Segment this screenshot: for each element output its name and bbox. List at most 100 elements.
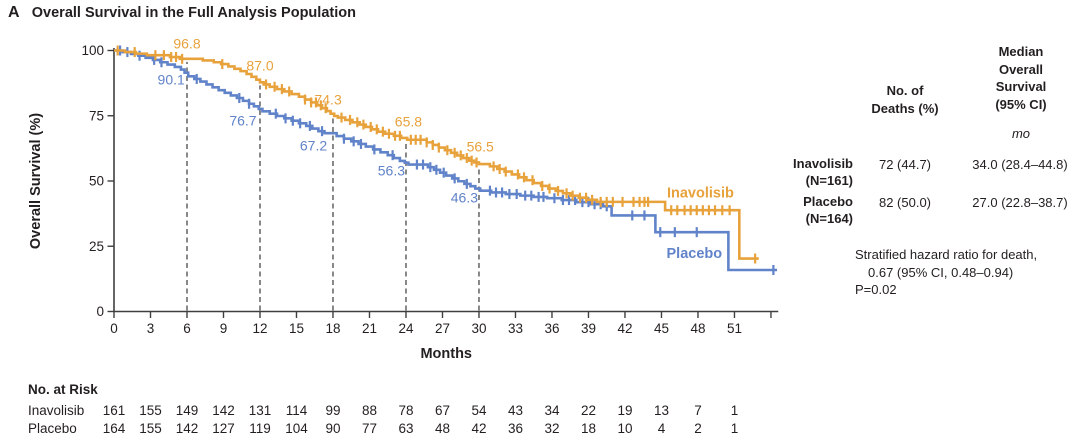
risk-value-placebo-m3: 155 bbox=[139, 421, 162, 436]
x-tick-label-51: 51 bbox=[727, 321, 742, 336]
survival-annotation-inavolisib-74.3: 74.3 bbox=[314, 92, 341, 108]
curve-label-inavolisib: Inavolisib bbox=[667, 186, 734, 202]
y-axis-label: Overall Survival (%) bbox=[28, 113, 44, 249]
risk-value-inavolisib-m51: 1 bbox=[731, 403, 739, 418]
x-tick-label-39: 39 bbox=[581, 321, 596, 336]
risk-value-inavolisib-m39: 22 bbox=[581, 403, 596, 418]
stats-group-inavolisib: Inavolisib (N=161) bbox=[758, 155, 853, 189]
risk-value-inavolisib-m21: 88 bbox=[362, 403, 377, 418]
median-value-inavolisib: 34.0 (28.4–44.8) bbox=[972, 157, 1068, 172]
panel-letter: A bbox=[8, 4, 20, 21]
y-tick-label-50: 50 bbox=[89, 174, 104, 189]
survival-annotation-placebo-76.7: 76.7 bbox=[229, 112, 256, 128]
hazard-line3: P=0.02 bbox=[855, 282, 897, 297]
hazard-ratio-note: Stratified hazard ratio for death, 0.67 … bbox=[855, 246, 1080, 299]
y-tick-label-100: 100 bbox=[81, 43, 104, 58]
risk-value-inavolisib-m18: 99 bbox=[325, 403, 340, 418]
median-column-header: Median Overall Survival (95% CI) bbox=[963, 43, 1079, 113]
x-tick-label-33: 33 bbox=[508, 321, 523, 336]
x-axis-label: Months bbox=[420, 346, 472, 362]
survival-annotation-placebo-90.1: 90.1 bbox=[158, 71, 185, 87]
km-curve-inavolisib bbox=[114, 49, 759, 260]
months-unit-label: mo bbox=[1011, 126, 1031, 141]
group-n-placebo: (N=164) bbox=[805, 211, 853, 226]
risk-value-placebo-m45: 4 bbox=[658, 421, 666, 436]
risk-table-title: No. at Risk bbox=[28, 382, 98, 397]
x-tick-label-42: 42 bbox=[617, 321, 632, 336]
risk-value-placebo-m42: 10 bbox=[617, 421, 632, 436]
risk-value-inavolisib-m45: 13 bbox=[654, 403, 669, 418]
x-tick-label-15: 15 bbox=[289, 321, 304, 336]
x-tick-label-0: 0 bbox=[110, 321, 118, 336]
survival-annotation-inavolisib-96.8: 96.8 bbox=[173, 35, 200, 51]
risk-value-placebo-m0: 164 bbox=[103, 421, 126, 436]
risk-value-inavolisib-m15: 114 bbox=[286, 403, 308, 418]
risk-value-inavolisib-m6: 149 bbox=[176, 403, 199, 418]
risk-row-label-placebo: Placebo bbox=[28, 421, 77, 436]
risk-value-placebo-m18: 90 bbox=[325, 421, 340, 436]
risk-value-inavolisib-m9: 142 bbox=[212, 403, 235, 418]
y-tick-label-75: 75 bbox=[89, 108, 104, 123]
risk-value-placebo-m36: 32 bbox=[544, 421, 559, 436]
y-tick-label-0: 0 bbox=[96, 304, 104, 319]
risk-value-placebo-m27: 48 bbox=[435, 421, 450, 436]
survival-annotation-inavolisib-87.0: 87.0 bbox=[246, 57, 273, 73]
median-value-placebo: 27.0 (22.8–38.7) bbox=[972, 195, 1068, 210]
y-tick-label-25: 25 bbox=[89, 239, 104, 254]
x-tick-label-6: 6 bbox=[183, 321, 191, 336]
hazard-line2: 0.67 (95% CI, 0.48–0.94) bbox=[868, 264, 1014, 280]
risk-value-placebo-m30: 42 bbox=[471, 421, 486, 436]
x-tick-label-12: 12 bbox=[252, 321, 267, 336]
risk-value-placebo-m9: 127 bbox=[212, 421, 235, 436]
survival-annotation-inavolisib-56.5: 56.5 bbox=[467, 139, 494, 155]
x-tick-label-36: 36 bbox=[544, 321, 559, 336]
risk-value-inavolisib-m30: 54 bbox=[471, 403, 487, 418]
risk-value-placebo-m51: 1 bbox=[731, 421, 739, 436]
risk-value-placebo-m21: 77 bbox=[362, 421, 377, 436]
survival-annotation-placebo-67.2: 67.2 bbox=[300, 138, 327, 154]
x-tick-label-21: 21 bbox=[362, 321, 377, 336]
risk-value-inavolisib-m3: 155 bbox=[139, 403, 162, 418]
risk-value-inavolisib-m48: 7 bbox=[694, 403, 702, 418]
deaths-value-placebo: 82 (50.0) bbox=[878, 195, 932, 210]
x-tick-label-18: 18 bbox=[325, 321, 340, 336]
risk-value-inavolisib-m12: 131 bbox=[249, 403, 272, 418]
risk-value-placebo-m6: 142 bbox=[176, 421, 199, 436]
x-tick-label-24: 24 bbox=[398, 321, 414, 336]
risk-value-placebo-m48: 2 bbox=[694, 421, 702, 436]
risk-value-inavolisib-m0: 161 bbox=[103, 403, 126, 418]
median-header-line3: Survival bbox=[995, 79, 1047, 94]
survival-annotation-placebo-46.3: 46.3 bbox=[451, 189, 478, 205]
group-name-inavolisib: Inavolisib bbox=[793, 156, 853, 171]
risk-value-placebo-m39: 18 bbox=[581, 421, 596, 436]
figure-title-row: A Overall Survival in the Full Analysis P… bbox=[8, 4, 356, 22]
deaths-value-inavolisib: 72 (44.7) bbox=[878, 157, 932, 172]
deaths-column-header: No. of Deaths (%) bbox=[858, 82, 952, 117]
x-tick-label-27: 27 bbox=[435, 321, 450, 336]
risk-value-inavolisib-m27: 67 bbox=[435, 403, 450, 418]
stats-group-placebo: Placebo (N=164) bbox=[758, 193, 853, 227]
risk-row-label-inavolisib: Inavolisib bbox=[28, 403, 85, 418]
survival-annotation-placebo-56.3: 56.3 bbox=[378, 163, 405, 179]
x-tick-label-45: 45 bbox=[654, 321, 669, 336]
x-tick-label-30: 30 bbox=[471, 321, 486, 336]
risk-value-placebo-m12: 119 bbox=[249, 421, 271, 436]
x-tick-label-9: 9 bbox=[220, 321, 228, 336]
risk-value-placebo-m15: 104 bbox=[285, 421, 308, 436]
curve-label-placebo: Placebo bbox=[667, 246, 723, 262]
median-header-line2: Overall bbox=[998, 61, 1044, 77]
group-n-inavolisib: (N=161) bbox=[805, 173, 853, 188]
risk-value-inavolisib-m36: 34 bbox=[544, 403, 560, 418]
km-curve-placebo bbox=[114, 49, 778, 272]
deaths-header-line1: No. of bbox=[886, 83, 924, 98]
figure-title: Overall Survival in the Full Analysis Po… bbox=[31, 5, 356, 21]
group-name-placebo: Placebo bbox=[803, 194, 853, 209]
risk-value-placebo-m33: 36 bbox=[508, 421, 523, 436]
survival-annotation-inavolisib-65.8: 65.8 bbox=[395, 114, 422, 130]
risk-value-inavolisib-m24: 78 bbox=[398, 403, 413, 418]
risk-value-inavolisib-m42: 19 bbox=[617, 403, 632, 418]
x-tick-label-48: 48 bbox=[690, 321, 705, 336]
median-header-line4: (95% CI) bbox=[995, 96, 1047, 112]
